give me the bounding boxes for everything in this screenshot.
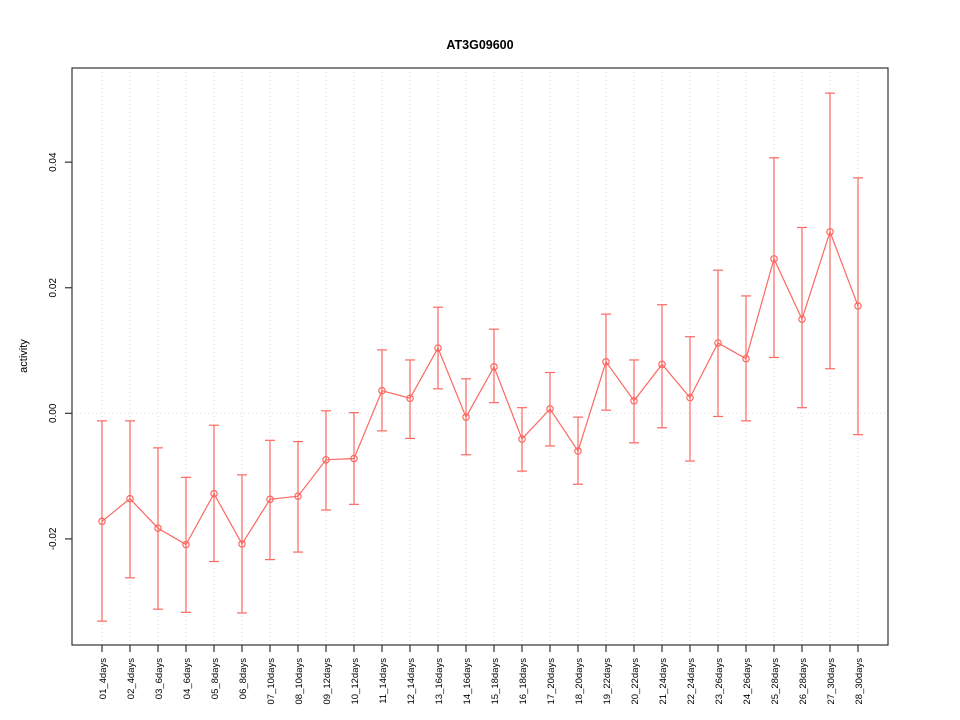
plot-border — [71, 67, 889, 646]
y-tick-label: 0.00 — [48, 403, 59, 423]
x-tick-label: 16_18days — [518, 658, 529, 705]
x-tick-label: 05_8days — [210, 658, 221, 699]
x-tick-label: 15_18days — [490, 658, 501, 705]
data-point-marker — [714, 339, 722, 347]
data-point-marker — [294, 492, 302, 500]
data-point-marker — [350, 454, 358, 463]
chart-title: AT3G09600 — [446, 38, 514, 52]
x-tick-label: 11_14days — [378, 658, 389, 704]
x-tick-label: 10_12days — [350, 658, 361, 705]
data-point-marker — [490, 363, 498, 371]
data-point-marker — [322, 455, 330, 464]
x-tick-label: 28_30days — [854, 658, 865, 705]
x-tick-label: 22_24days — [686, 658, 697, 705]
data-point-marker — [182, 540, 190, 549]
x-tick-label: 20_22days — [630, 658, 641, 705]
x-tick-label: 23_26days — [714, 658, 725, 705]
data-point-marker — [98, 517, 106, 526]
y-tick-label: 0.04 — [48, 152, 59, 172]
x-tick-label: 21_24days — [658, 658, 669, 705]
series-line — [101, 230, 859, 546]
data-point-marker — [658, 360, 666, 369]
data-point-marker — [434, 344, 442, 352]
x-tick-label: 26_28days — [798, 658, 809, 705]
x-tick-label: 06_8days — [238, 658, 249, 699]
y-tick-label: 0.02 — [48, 278, 59, 298]
x-tick-label: 24_26days — [742, 658, 753, 705]
x-tick-label: 08_10days — [294, 658, 305, 705]
x-tick-label: 12_14days — [406, 658, 417, 705]
data-point-marker — [518, 435, 526, 443]
x-tick-label: 18_20days — [574, 658, 585, 705]
x-tick-label: 17_20days — [546, 658, 557, 705]
x-tick-label: 13_16days — [434, 658, 445, 705]
x-tick-label: 09_12days — [322, 658, 333, 705]
x-tick-label: 27_30days — [826, 658, 837, 705]
data-point-marker — [378, 386, 386, 395]
x-tick-label: 04_6days — [182, 658, 193, 699]
data-point-marker — [126, 494, 134, 503]
x-tick-label: 14_16days — [462, 658, 473, 705]
data-point-marker — [742, 354, 750, 363]
data-point-marker — [406, 394, 414, 403]
data-point-marker — [238, 540, 246, 548]
data-point-marker — [546, 405, 554, 413]
data-point-marker — [826, 228, 834, 236]
x-tick-label: 02_4days — [126, 658, 137, 699]
x-tick-label: 19_22days — [602, 658, 613, 705]
data-point-marker — [462, 413, 470, 421]
x-tick-label: 03_6days — [154, 658, 165, 699]
x-tick-label: 01_4days — [98, 658, 109, 699]
data-point-marker — [602, 358, 610, 366]
data-point-marker — [574, 447, 582, 455]
data-point-marker — [686, 393, 694, 402]
data-point-marker — [266, 495, 274, 504]
data-point-marker — [770, 255, 778, 263]
data-point-marker — [854, 302, 862, 310]
data-point-marker — [154, 524, 162, 533]
data-point-marker — [798, 315, 806, 323]
x-tick-label: 07_10days — [266, 658, 277, 705]
data-point-marker — [210, 489, 218, 498]
x-tick-label: 25_28days — [770, 658, 781, 705]
y-tick-label: -0.02 — [48, 527, 59, 550]
data-point-marker — [630, 396, 638, 405]
